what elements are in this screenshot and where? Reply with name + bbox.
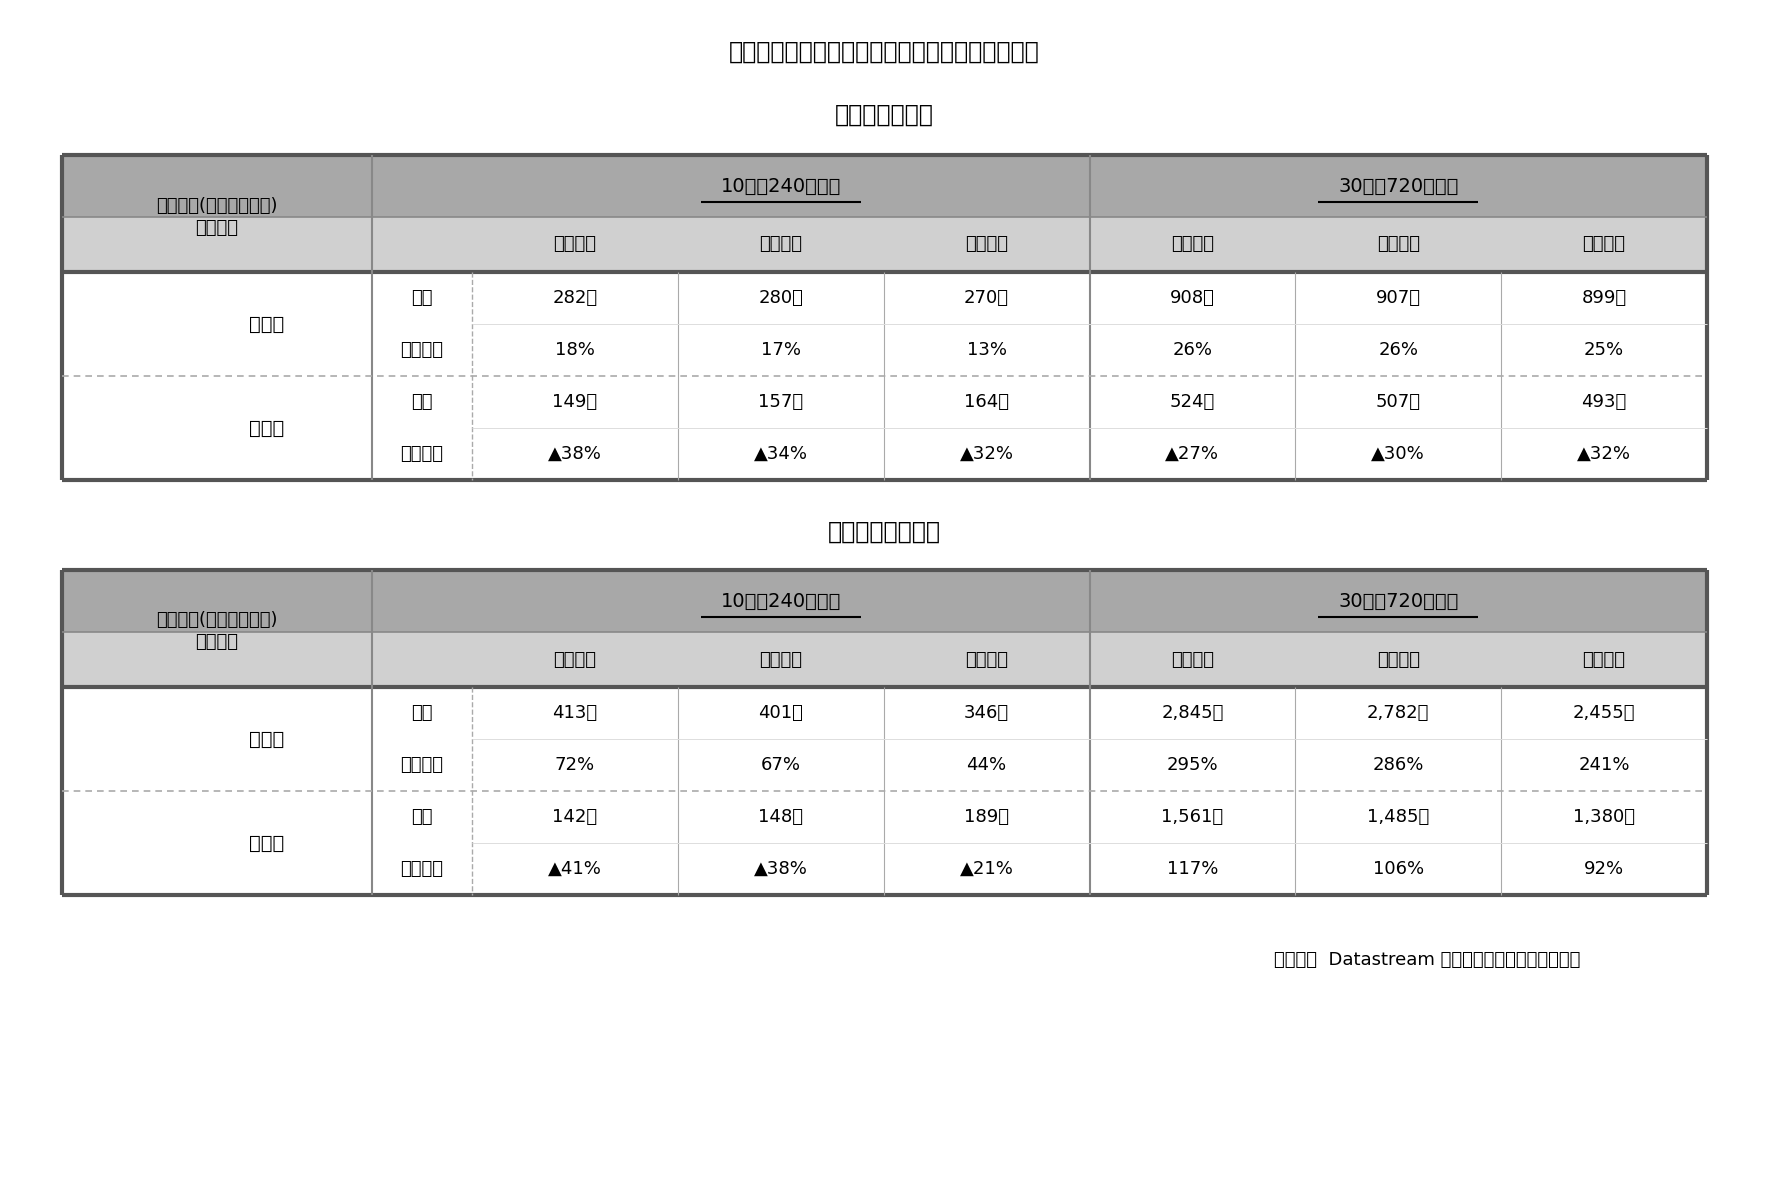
Text: 毎月積立: 毎月積立 — [554, 235, 596, 254]
Bar — [62, 632, 1707, 687]
Text: 106%: 106% — [1373, 860, 1424, 877]
Text: 実額: 実額 — [410, 808, 433, 826]
Text: ５年待機: ５年待機 — [966, 235, 1008, 254]
Bar — [62, 570, 1707, 632]
Text: 157万: 157万 — [759, 393, 803, 411]
Text: 10年（240万円）: 10年（240万円） — [720, 176, 840, 196]
Text: 286%: 286% — [1373, 756, 1424, 774]
Text: 最小値: 最小値 — [249, 418, 285, 437]
Text: 対象期間(積立金額総額): 対象期間(積立金額総額) — [156, 196, 278, 215]
Bar — [62, 272, 1707, 479]
Text: 毎月積立: 毎月積立 — [1171, 651, 1214, 668]
Text: 1,485万: 1,485万 — [1367, 808, 1429, 826]
Text: 493万: 493万 — [1581, 393, 1627, 411]
Text: ▲27%: ▲27% — [1166, 445, 1219, 463]
Text: 実額: 実額 — [410, 289, 433, 307]
Text: 最小値: 最小値 — [249, 834, 285, 853]
Text: 282万: 282万 — [552, 289, 598, 307]
Text: 164万: 164万 — [964, 393, 1008, 411]
Text: 平均値: 平均値 — [249, 730, 285, 749]
Text: （ＴＯＰＩＸ）: （ＴＯＰＩＸ） — [835, 103, 934, 128]
Text: 18%: 18% — [555, 341, 594, 359]
Text: 26%: 26% — [1173, 341, 1212, 359]
Text: リターン: リターン — [400, 341, 444, 359]
Text: 2,782万: 2,782万 — [1367, 704, 1429, 722]
Text: 908万: 908万 — [1169, 289, 1215, 307]
Text: リターン: リターン — [400, 756, 444, 774]
Text: 13%: 13% — [966, 341, 1007, 359]
Text: 30年（720万円）: 30年（720万円） — [1337, 176, 1458, 196]
Text: 44%: 44% — [966, 756, 1007, 774]
Text: 295%: 295% — [1166, 756, 1219, 774]
Text: 図表４　投資可能額２万円とした場合の運用実績: 図表４ 投資可能額２万円とした場合の運用実績 — [729, 40, 1040, 64]
Text: ５年待機: ５年待機 — [1583, 651, 1626, 668]
Text: 92%: 92% — [1583, 860, 1624, 877]
Text: 毎月積立: 毎月積立 — [554, 651, 596, 668]
Text: 189万: 189万 — [964, 808, 1008, 826]
Text: 346万: 346万 — [964, 704, 1008, 722]
Text: 積立方法: 積立方法 — [196, 218, 239, 236]
Text: 401万: 401万 — [759, 704, 803, 722]
Text: ▲21%: ▲21% — [959, 860, 1014, 877]
Text: 対象期間(積立金額総額): 対象期間(積立金額総額) — [156, 612, 278, 629]
Text: ▲38%: ▲38% — [754, 860, 808, 877]
Text: 899万: 899万 — [1581, 289, 1627, 307]
Text: ▲32%: ▲32% — [959, 445, 1014, 463]
Text: 10年（240万円）: 10年（240万円） — [720, 592, 840, 611]
Text: 平均値: 平均値 — [249, 314, 285, 333]
Text: 72%: 72% — [555, 756, 594, 774]
Text: ５年待機: ５年待機 — [1583, 235, 1626, 254]
Text: 142万: 142万 — [552, 808, 598, 826]
Text: 67%: 67% — [761, 756, 801, 774]
Text: １年待機: １年待機 — [1376, 235, 1421, 254]
Text: ▲41%: ▲41% — [548, 860, 601, 877]
Bar — [62, 217, 1707, 272]
Text: ５年待機: ５年待機 — [966, 651, 1008, 668]
Text: 17%: 17% — [761, 341, 801, 359]
Text: 25%: 25% — [1583, 341, 1624, 359]
Text: 241%: 241% — [1578, 756, 1629, 774]
Text: 実額: 実額 — [410, 704, 433, 722]
Text: （資料）  Datastream よりニッセイ基礎研究所作成: （資料） Datastream よりニッセイ基礎研究所作成 — [1274, 951, 1580, 968]
Text: １年待機: １年待機 — [759, 235, 803, 254]
Text: 2,845万: 2,845万 — [1160, 704, 1224, 722]
Text: 280万: 280万 — [759, 289, 803, 307]
Text: 148万: 148万 — [759, 808, 803, 826]
Text: 117%: 117% — [1168, 860, 1219, 877]
Text: 2,455万: 2,455万 — [1573, 704, 1635, 722]
Text: 907万: 907万 — [1376, 289, 1421, 307]
Bar — [62, 687, 1707, 895]
Text: ▲32%: ▲32% — [1578, 445, 1631, 463]
Text: 1,380万: 1,380万 — [1573, 808, 1635, 826]
Text: 524万: 524万 — [1169, 393, 1215, 411]
Text: （Ｓ＆Ｐ５００）: （Ｓ＆Ｐ５００） — [828, 520, 941, 544]
Text: 270万: 270万 — [964, 289, 1008, 307]
Text: １年待機: １年待機 — [759, 651, 803, 668]
Text: リターン: リターン — [400, 445, 444, 463]
Text: 積立方法: 積立方法 — [196, 633, 239, 652]
Text: 149万: 149万 — [552, 393, 598, 411]
Text: 1,561万: 1,561万 — [1162, 808, 1224, 826]
Text: ▲38%: ▲38% — [548, 445, 601, 463]
Text: １年待機: １年待機 — [1376, 651, 1421, 668]
Text: リターン: リターン — [400, 860, 444, 877]
Text: ▲34%: ▲34% — [754, 445, 808, 463]
Text: ▲30%: ▲30% — [1371, 445, 1426, 463]
Text: 実額: 実額 — [410, 393, 433, 411]
Text: 毎月積立: 毎月積立 — [1171, 235, 1214, 254]
Text: 26%: 26% — [1378, 341, 1419, 359]
Text: 507万: 507万 — [1376, 393, 1421, 411]
Text: 30年（720万円）: 30年（720万円） — [1337, 592, 1458, 611]
Bar — [62, 155, 1707, 217]
Text: 413万: 413万 — [552, 704, 598, 722]
